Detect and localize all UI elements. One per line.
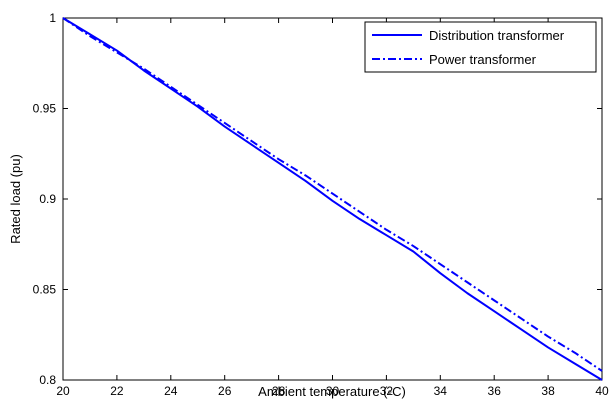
x-tick-label: 40 xyxy=(595,384,609,398)
y-tick-label: 0.95 xyxy=(33,102,57,116)
tick-labels: 20 22 24 26 28 30 32 34 36 38 40 0.8 0.85 0.9 0.95 1 xyxy=(33,11,609,398)
y-axis-label: Rated load (pu) xyxy=(8,154,23,244)
x-tick-label: 32 xyxy=(380,384,394,398)
axes-box xyxy=(62,17,603,381)
x-axis-label: Ambient temperature (◦C) xyxy=(258,384,406,399)
y-tick-label: 0.9 xyxy=(39,192,56,206)
legend-label-distribution: Distribution transformer xyxy=(429,28,565,43)
y-tick-label: 0.85 xyxy=(33,283,57,297)
x-tick-label: 34 xyxy=(434,384,448,398)
legend: Distribution transformer Power transform… xyxy=(364,21,597,73)
x-tick-label: 22 xyxy=(110,384,124,398)
legend-label-power: Power transformer xyxy=(429,52,537,67)
x-tick-label: 38 xyxy=(541,384,555,398)
y-tick-label: 1 xyxy=(49,11,56,25)
x-tick-label: 36 xyxy=(488,384,502,398)
y-tick-label: 0.8 xyxy=(39,373,56,387)
x-tick-label: 28 xyxy=(272,384,286,398)
x-tick-label: 30 xyxy=(326,384,340,398)
x-tick-label: 24 xyxy=(164,384,178,398)
x-tick-label: 20 xyxy=(56,384,70,398)
series-line-distribution-transformer xyxy=(62,17,603,381)
series-line-power-transformer xyxy=(62,17,603,372)
x-tick-label: 26 xyxy=(218,384,232,398)
series-layer xyxy=(62,17,603,381)
legend-box xyxy=(364,21,597,73)
